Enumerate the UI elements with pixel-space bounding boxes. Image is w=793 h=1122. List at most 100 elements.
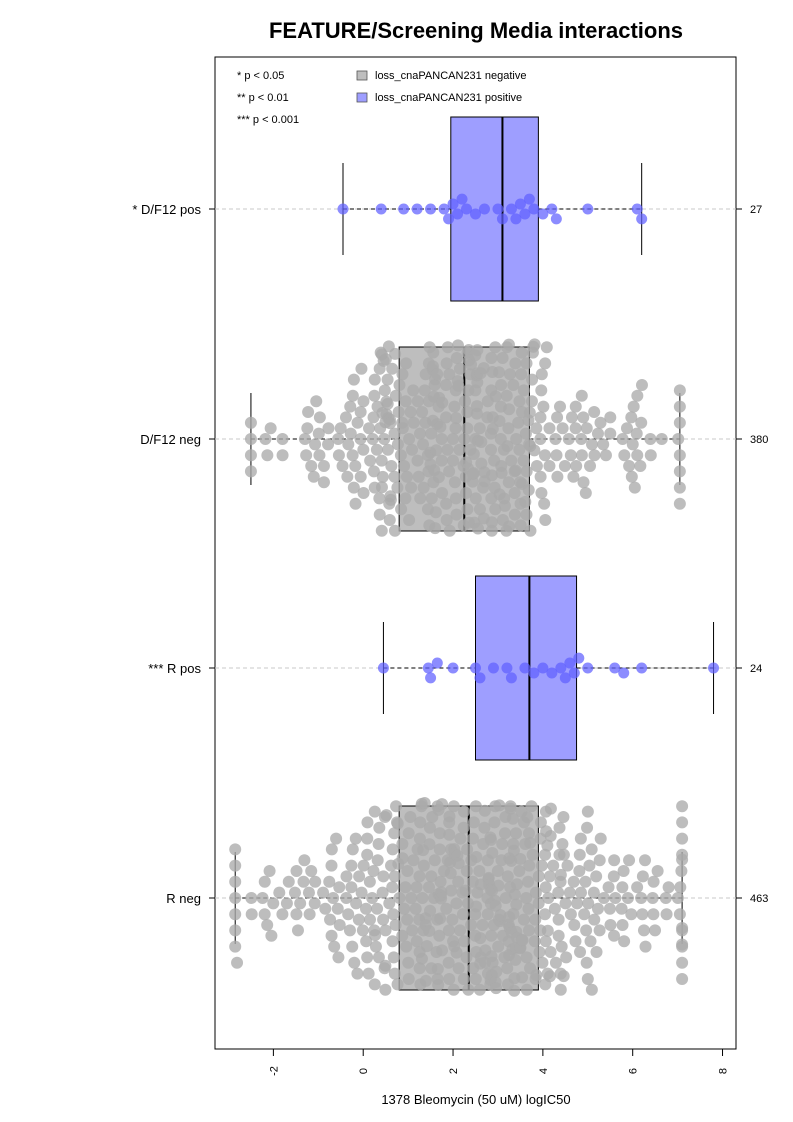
- data-point: [505, 454, 518, 467]
- data-point: [453, 443, 466, 456]
- data-point: [510, 827, 523, 840]
- data-point: [406, 443, 419, 456]
- data-point: [361, 832, 374, 845]
- data-point: [454, 924, 467, 937]
- data-point: [458, 805, 471, 818]
- data-point: [485, 469, 498, 482]
- data-point: [290, 908, 303, 921]
- data-point: [351, 967, 364, 980]
- data-point: [373, 821, 386, 834]
- data-point: [560, 951, 573, 964]
- data-point: [525, 800, 538, 813]
- data-point: [229, 940, 242, 953]
- data-point: [628, 481, 641, 494]
- data-point: [409, 902, 422, 915]
- data-point: [537, 208, 549, 220]
- data-point: [343, 924, 356, 937]
- data-point: [363, 875, 376, 888]
- data-point: [565, 411, 578, 424]
- data-point: [245, 908, 258, 921]
- x-tick-label: 0: [358, 1068, 370, 1074]
- data-point: [373, 508, 386, 521]
- data-point: [434, 875, 447, 888]
- data-point: [376, 470, 389, 483]
- data-point: [357, 859, 370, 872]
- data-point: [673, 481, 686, 494]
- data-point: [541, 839, 554, 852]
- data-point: [515, 368, 528, 381]
- data-point: [458, 935, 471, 948]
- data-point: [400, 470, 413, 483]
- data-point: [391, 978, 404, 991]
- data-point: [377, 870, 390, 883]
- data-point: [355, 886, 368, 899]
- data-point: [375, 203, 387, 215]
- data-point: [551, 411, 564, 424]
- group-label: *** R pos: [148, 661, 201, 676]
- data-point: [393, 379, 406, 391]
- data-point: [423, 924, 436, 937]
- data-point: [433, 827, 446, 840]
- data-point: [559, 672, 571, 684]
- data-point: [559, 897, 572, 910]
- data-point: [435, 886, 448, 899]
- data-point: [448, 400, 461, 413]
- group-count: 463: [750, 893, 768, 905]
- data-point: [411, 454, 424, 467]
- data-point: [495, 466, 508, 479]
- data-point: [516, 934, 529, 947]
- data-point: [308, 897, 321, 910]
- data-point: [635, 892, 648, 904]
- data-point: [570, 460, 583, 472]
- data-point: [465, 919, 478, 931]
- data-point: [586, 438, 599, 451]
- group-count: 380: [750, 434, 768, 446]
- data-point: [384, 417, 397, 430]
- data-point: [489, 341, 502, 354]
- data-point: [519, 662, 531, 674]
- data-point: [447, 983, 460, 996]
- data-point: [317, 886, 330, 899]
- data-point: [510, 898, 523, 911]
- data-point: [399, 395, 412, 408]
- data-point: [489, 503, 502, 516]
- data-point: [631, 389, 644, 402]
- data-point: [520, 951, 533, 964]
- data-point: [391, 817, 404, 830]
- data-point: [443, 810, 456, 823]
- data-point: [336, 460, 349, 472]
- data-point: [537, 662, 549, 674]
- data-point: [354, 470, 367, 483]
- legend-swatch-positive: [356, 92, 368, 103]
- data-point: [597, 892, 610, 904]
- data-point: [487, 662, 499, 674]
- data-point: [403, 433, 416, 445]
- data-point: [676, 956, 689, 969]
- data-point: [501, 870, 514, 883]
- data-point: [672, 433, 685, 445]
- data-point: [569, 935, 582, 948]
- data-point: [345, 859, 358, 872]
- data-point: [367, 411, 380, 424]
- data-point: [373, 492, 386, 505]
- data-point: [446, 913, 459, 926]
- data-point: [512, 416, 525, 429]
- data-point: [407, 854, 420, 867]
- data-point: [346, 449, 359, 462]
- data-point: [245, 892, 258, 904]
- data-point: [398, 460, 411, 472]
- legend-swatch-negative: [356, 70, 368, 81]
- data-point: [263, 865, 276, 877]
- data-point: [420, 940, 433, 953]
- data-point: [625, 411, 638, 424]
- data-point: [337, 203, 349, 215]
- data-point: [436, 487, 449, 499]
- data-point: [639, 854, 652, 867]
- data-point: [501, 662, 513, 674]
- data-point: [256, 892, 269, 904]
- data-point: [379, 924, 392, 937]
- data-point: [591, 427, 604, 440]
- data-point: [244, 465, 257, 478]
- data-point: [407, 416, 420, 429]
- data-point: [532, 897, 545, 910]
